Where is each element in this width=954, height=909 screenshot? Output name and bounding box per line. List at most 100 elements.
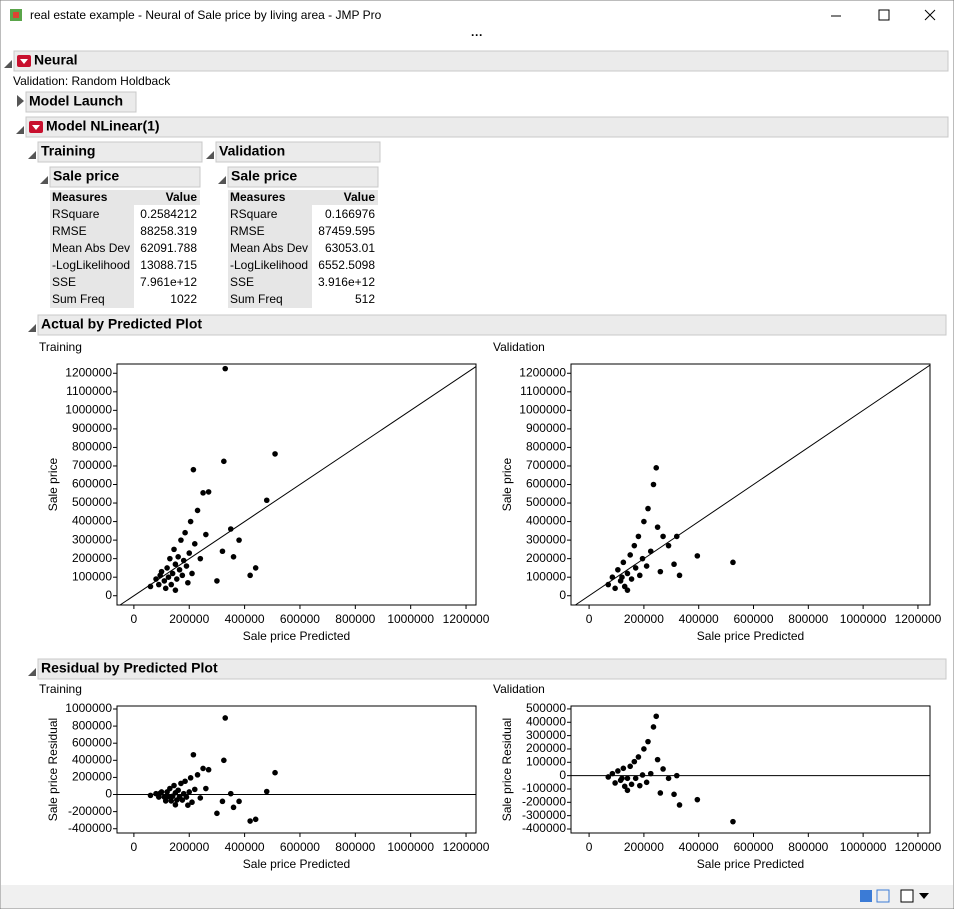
disclosure[interactable]: [17, 95, 24, 107]
data-point: [263, 497, 270, 504]
measure-value: 512: [355, 292, 375, 306]
table-title: Validation: [219, 143, 285, 159]
data-point: [197, 555, 204, 562]
measure-name: RMSE: [230, 224, 265, 238]
y-tick-label: 200000: [526, 551, 566, 565]
y-tick-label: 800000: [72, 718, 112, 732]
data-point: [615, 566, 621, 573]
x-tick-label: 1200000: [895, 612, 942, 626]
data-point: [694, 553, 701, 559]
y-tick-label: 600000: [72, 477, 112, 491]
reference-line: [119, 366, 477, 606]
table-icon[interactable]: [876, 889, 890, 903]
data-point: [673, 772, 680, 779]
measure-value: 3.916e+12: [318, 275, 375, 289]
plot-title: Training: [39, 682, 82, 696]
data-point: [620, 559, 627, 566]
x-tick-label: 0: [131, 840, 138, 854]
section-header: [13, 50, 949, 72]
y-tick-label: 1200000: [519, 365, 566, 379]
x-tick-label: 200000: [169, 612, 209, 626]
data-point: [194, 507, 201, 514]
data-point: [162, 585, 169, 592]
data-point: [180, 557, 187, 564]
maximize-button[interactable]: [878, 9, 890, 21]
data-point: [182, 529, 188, 536]
data-point: [628, 781, 635, 788]
disclosure[interactable]: [28, 668, 36, 676]
data-point: [671, 561, 677, 568]
data-point: [631, 542, 638, 549]
data-point: [632, 775, 639, 782]
measure-name: SSE: [52, 275, 76, 289]
data-point: [157, 572, 163, 579]
data-point: [639, 772, 646, 778]
table-title: Training: [41, 143, 95, 159]
data-point: [157, 790, 163, 797]
data-point: [165, 793, 172, 800]
y-tick-label: 400000: [526, 514, 566, 528]
x-tick-label: 200000: [169, 840, 209, 854]
data-point: [654, 756, 661, 763]
close-button[interactable]: [924, 9, 936, 21]
y-tick-label: 400000: [72, 514, 112, 528]
y-tick-label: 100000: [72, 569, 112, 583]
x-tick-label: 400000: [225, 840, 265, 854]
y-tick-label: 0: [105, 787, 112, 801]
data-point: [200, 765, 206, 772]
data-point: [147, 583, 154, 590]
dropdown-arrow[interactable]: [919, 893, 929, 899]
table-header: [215, 141, 381, 163]
measure-name: RSquare: [230, 207, 278, 221]
y-tick-label: 0: [559, 768, 566, 782]
data-point: [653, 465, 660, 471]
window-list[interactable]: [900, 889, 914, 903]
y-tick-label: 0: [105, 588, 112, 602]
data-point: [624, 775, 631, 782]
header-row: [312, 190, 378, 205]
y-tick-label: 1000000: [519, 403, 566, 417]
disclosure: [206, 151, 214, 159]
data-point: [236, 798, 242, 805]
y-tick-label: 300000: [72, 532, 112, 546]
data-point: [183, 563, 190, 569]
data-point: [609, 770, 616, 777]
y-tick-label: 1100000: [520, 384, 566, 398]
data-point: [628, 576, 635, 582]
home-icon[interactable]: [860, 890, 872, 902]
more-dots[interactable]: ···: [471, 28, 483, 42]
disclosure: [40, 176, 48, 184]
data-point: [624, 570, 631, 577]
measure-name: Sum Freq: [52, 292, 105, 306]
y-tick-label: 1100000: [66, 384, 112, 398]
data-point: [676, 572, 683, 579]
app-icon: [10, 9, 22, 21]
disclosure[interactable]: [4, 60, 12, 68]
data-point: [635, 754, 642, 760]
x-tick-label: 400000: [225, 612, 265, 626]
measure-name: RMSE: [52, 224, 87, 238]
x-tick-label: 800000: [335, 840, 375, 854]
data-point: [252, 816, 259, 823]
y-tick-label: 300000: [526, 532, 566, 546]
measure-value: 62091.788: [140, 241, 197, 255]
disclosure[interactable]: [16, 126, 24, 134]
data-point: [605, 581, 612, 588]
data-point: [631, 758, 638, 765]
data-point: [654, 524, 661, 530]
plot-frame: [116, 705, 477, 834]
data-point: [190, 466, 197, 473]
data-point: [620, 765, 627, 772]
measure-name: -LogLikelihood: [230, 258, 308, 272]
y-tick-label: 600000: [72, 735, 112, 749]
data-point: [172, 587, 179, 593]
y-tick-label: 900000: [72, 421, 112, 435]
data-point: [647, 770, 654, 777]
measure-column: [50, 190, 134, 308]
section-title: Actual by Predicted Plot: [41, 316, 202, 332]
data-point: [673, 533, 680, 540]
x-tick-label: 1000000: [840, 840, 887, 854]
disclosure[interactable]: [28, 324, 36, 332]
data-point: [197, 795, 204, 801]
